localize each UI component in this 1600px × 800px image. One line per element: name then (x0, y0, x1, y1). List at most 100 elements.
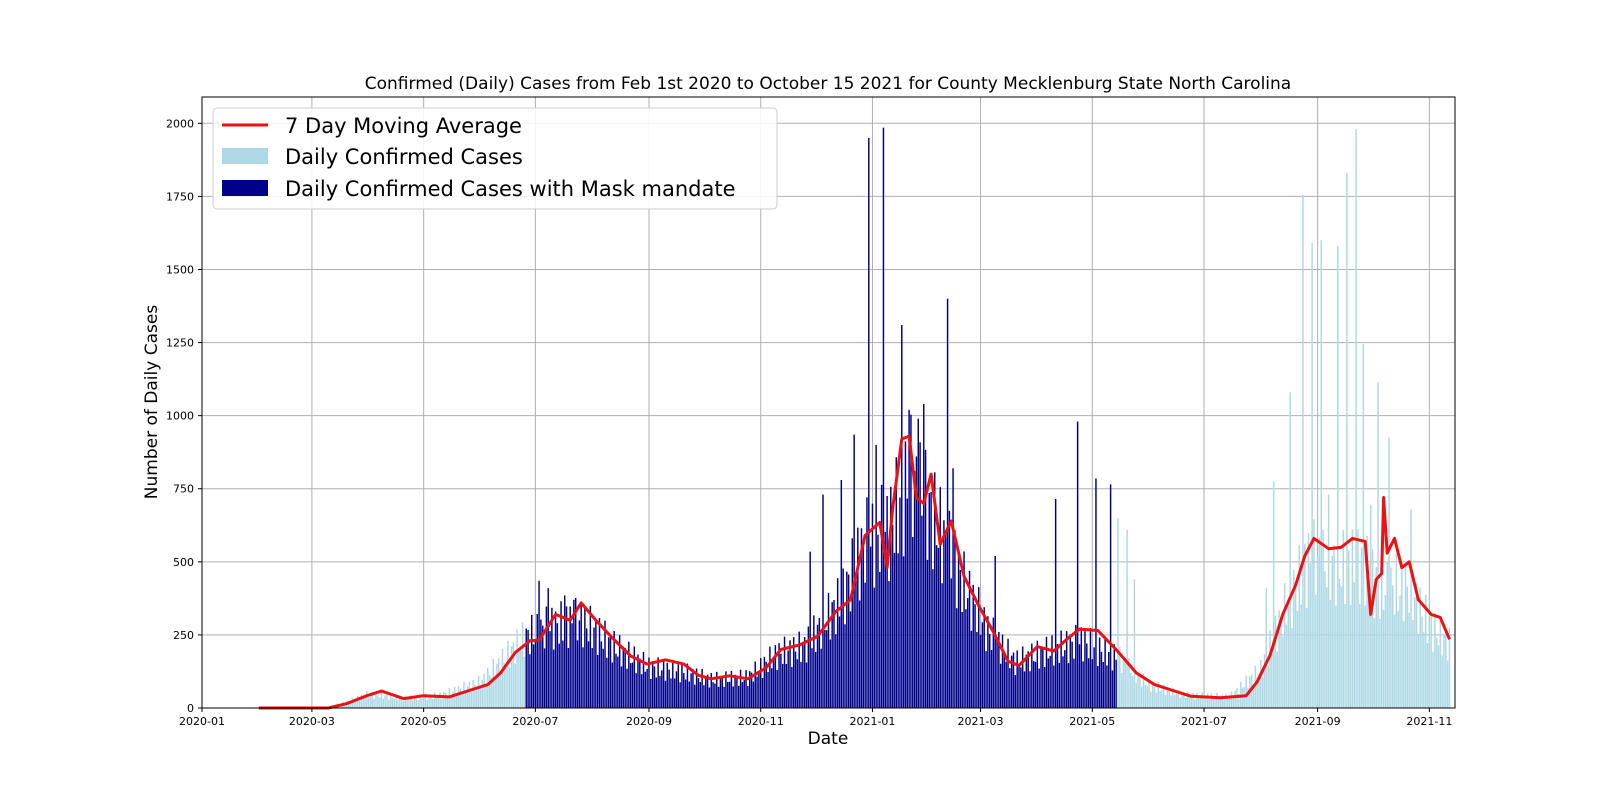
bar-daily (1184, 698, 1187, 708)
bar-mask-mandate (1111, 670, 1114, 708)
bar-mask-mandate (791, 666, 793, 708)
bar-mask-mandate (679, 682, 681, 708)
bar-mask-mandate (1054, 498, 1057, 708)
bar-daily (1322, 529, 1324, 708)
bar-mask-mandate (818, 617, 821, 708)
bar-daily (509, 667, 511, 708)
bar-mask-mandate (662, 660, 665, 708)
bar-mask-mandate (844, 624, 846, 708)
bar-daily (417, 699, 419, 708)
legend-label-mask: Daily Confirmed Cases with Mask mandate (285, 177, 736, 201)
bar-daily (1305, 607, 1308, 708)
bar-mask-mandate (562, 640, 564, 708)
bar-mask-mandate (708, 687, 711, 708)
bar-daily (1227, 697, 1229, 708)
bar-mask-mandate (939, 487, 941, 708)
bar-mask-mandate (948, 510, 951, 708)
bar-mask-mandate (866, 497, 868, 708)
bar-daily (474, 684, 476, 708)
bar-mask-mandate (646, 668, 648, 708)
bar-mask-mandate (968, 570, 971, 708)
bar-daily (1144, 684, 1147, 708)
bar-daily (1247, 688, 1249, 708)
bar-mask-mandate (640, 674, 643, 708)
bar-mask-mandate (642, 651, 645, 708)
bar-mask-mandate (527, 629, 529, 708)
bar-daily (1410, 509, 1412, 708)
bar-daily (1445, 632, 1447, 708)
bar-daily (1173, 695, 1176, 708)
bar-daily (1318, 537, 1321, 708)
bar-daily (1311, 243, 1313, 708)
bar-daily (1298, 545, 1301, 708)
x-axis-label: Date (808, 729, 849, 749)
bar-daily (397, 700, 399, 708)
bar-daily (386, 694, 388, 708)
bar-mask-mandate (835, 634, 837, 708)
bar-daily (461, 692, 463, 708)
bar-mask-mandate (714, 683, 716, 708)
bar-mask-mandate (1091, 659, 1094, 708)
y-axis-label: Number of Daily Cases (142, 305, 162, 500)
bar-daily (430, 695, 432, 708)
bar-mask-mandate (1102, 662, 1105, 708)
bar-daily (1206, 693, 1209, 708)
bar-daily (487, 667, 489, 708)
bar-mask-mandate (677, 664, 680, 708)
bar-daily (1432, 651, 1434, 708)
bar-daily (1291, 627, 1293, 708)
bar-daily (369, 694, 372, 708)
bar-daily (1267, 665, 1269, 708)
bar-mask-mandate (977, 587, 980, 708)
bar-daily (1413, 597, 1416, 708)
bar-mask-mandate (761, 677, 764, 708)
bar-daily (413, 696, 416, 708)
bar-mask-mandate (739, 669, 742, 708)
bar-mask-mandate (653, 666, 656, 708)
bar-daily (1195, 693, 1198, 708)
bar-daily (452, 691, 454, 708)
bar-daily (1384, 595, 1387, 708)
bar-mask-mandate (624, 647, 626, 708)
bar-mask-mandate (990, 650, 993, 708)
bar-mask-mandate (901, 325, 903, 708)
bar-mask-mandate (684, 679, 687, 708)
bar-daily (1360, 547, 1363, 708)
bar-daily (1364, 605, 1366, 708)
bar-mask-mandate (659, 675, 661, 708)
bar-mask-mandate (1097, 666, 1099, 708)
bar-mask-mandate (686, 663, 689, 708)
bar-mask-mandate (895, 457, 898, 708)
bar-mask-mandate (976, 631, 978, 708)
bar-mask-mandate (1027, 651, 1029, 708)
bar-daily (1221, 694, 1224, 708)
bar-mask-mandate (809, 551, 811, 708)
bar-mask-mandate (712, 682, 714, 708)
bar-daily (1324, 571, 1326, 708)
bar-daily (1228, 698, 1231, 708)
bar-daily (1283, 583, 1286, 708)
x-tick-label: 2020-09 (626, 715, 672, 728)
bar-daily (1274, 615, 1277, 708)
bar-daily (1172, 687, 1174, 708)
bar-mask-mandate (767, 671, 769, 708)
bar-mask-mandate (694, 684, 696, 708)
bar-mask-mandate (891, 524, 894, 708)
bar-mask-mandate (543, 648, 546, 708)
bar-daily (505, 664, 507, 708)
bar-daily (1386, 562, 1388, 708)
bar-daily (1439, 616, 1442, 708)
bar-daily (380, 692, 383, 708)
bar-mask-mandate (609, 635, 612, 708)
bar-mask-mandate (794, 651, 797, 708)
bar-daily (1424, 594, 1427, 708)
bar-mask-mandate (745, 670, 747, 708)
bar-mask-mandate (556, 623, 559, 708)
bar-mask-mandate (560, 601, 562, 708)
chart-title: Confirmed (Daily) Cases from Feb 1st 202… (365, 74, 1291, 94)
bar-mask-mandate (985, 651, 987, 708)
bar-daily (472, 679, 474, 708)
bar-daily (1302, 194, 1304, 708)
bar-mask-mandate (723, 686, 725, 708)
bar-daily (1117, 517, 1119, 708)
